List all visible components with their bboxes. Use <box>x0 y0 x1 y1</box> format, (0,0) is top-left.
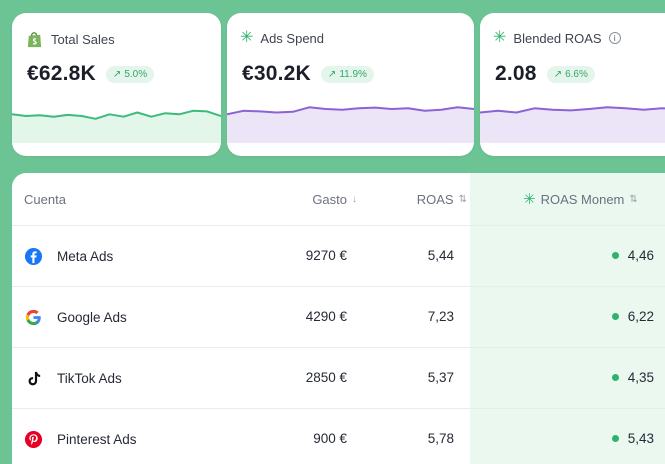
sparkline-line <box>12 109 221 120</box>
roas-value: 5,37 <box>427 370 454 385</box>
account-cell: Google Ads <box>24 308 127 327</box>
delta-badge: ↗ 11.9% <box>320 65 374 83</box>
spend-value: 4290 € <box>305 309 347 324</box>
kpi-label: Ads Spend <box>260 30 325 46</box>
ad-accounts-table: Cuenta Gasto ↓ ROAS ⇅ ✳ ROAS Monem ⇅ Met… <box>12 173 665 464</box>
column-header-spend[interactable]: Gasto ↓ <box>312 192 357 207</box>
account-cell: Meta Ads <box>24 247 113 266</box>
roas-monem-value: 6,22 <box>627 309 654 324</box>
table-row[interactable]: Pinterest Ads 900 € 5,78 5,43 <box>12 409 665 464</box>
sparkline-area <box>480 107 665 143</box>
status-dot <box>611 252 619 259</box>
info-icon[interactable]: i <box>608 32 621 44</box>
facebook-icon <box>24 247 43 266</box>
column-header-account[interactable]: Cuenta <box>24 192 66 207</box>
pinterest-icon <box>24 430 43 449</box>
sort-icon: ⇅ <box>629 194 638 205</box>
table-row[interactable]: TikTok Ads 2850 € 5,37 4,35 <box>12 348 665 409</box>
kpi-label: Total Sales <box>51 32 115 47</box>
account-name: Google Ads <box>57 310 127 325</box>
delta-value: 11.9% <box>339 68 367 80</box>
sparkline-area <box>227 107 474 143</box>
trend-up-icon: ↗ <box>553 68 563 80</box>
table-row[interactable]: Meta Ads 9270 € 5,44 4,46 <box>12 226 665 287</box>
column-header-roas[interactable]: ROAS ⇅ <box>417 192 467 207</box>
trend-up-icon: ↗ <box>112 68 122 80</box>
spend-value: 900 € <box>313 431 347 446</box>
delta-badge: ↗ 6.6% <box>546 65 595 83</box>
trend-up-icon: ↗ <box>327 68 337 80</box>
sparkline-line <box>480 106 665 114</box>
sparkle-icon: ✳ <box>493 29 507 46</box>
column-header-roas-monem[interactable]: ✳ ROAS Monem ⇅ <box>523 192 638 207</box>
tiktok-icon <box>28 371 41 386</box>
roas-monem-cell: 5,43 <box>611 431 654 446</box>
sparkle-icon: ✳ <box>240 29 254 46</box>
sparkline <box>227 106 474 143</box>
sort-desc-icon: ↓ <box>352 194 357 205</box>
table-header: Cuenta Gasto ↓ ROAS ⇅ ✳ ROAS Monem ⇅ <box>12 173 665 226</box>
kpi-value: €30.2K <box>242 62 311 85</box>
table-row[interactable]: Google Ads 4290 € 7,23 6,22 <box>12 287 665 348</box>
sparkline <box>12 109 221 143</box>
sparkline-area <box>12 110 221 143</box>
account-name: Meta Ads <box>57 249 114 264</box>
kpi-value: €62.8K <box>27 62 96 85</box>
kpi-label: Blended ROAS <box>513 30 602 46</box>
column-header-label: Cuenta <box>24 192 66 207</box>
account-cell: Pinterest Ads <box>24 430 137 449</box>
roas-monem-cell: 6,22 <box>611 309 654 324</box>
kpi-card-header: ✳ Blended ROAS i <box>493 30 621 46</box>
roas-monem-value: 5,43 <box>627 431 654 446</box>
spend-value: 2850 € <box>305 370 347 385</box>
roas-monem-cell: 4,35 <box>611 370 654 385</box>
sparkline-line <box>227 106 474 116</box>
roas-value: 7,23 <box>427 309 454 324</box>
roas-monem-value: 4,35 <box>627 370 654 385</box>
delta-badge: ↗ 5.0% <box>105 65 155 83</box>
shopify-bag-icon <box>27 32 42 48</box>
sort-icon: ⇅ <box>458 194 467 205</box>
sparkle-icon: ✳ <box>523 191 536 208</box>
roas-monem-column-highlight <box>470 173 665 464</box>
delta-value: 5.0% <box>124 68 148 80</box>
roas-monem-value: 4,46 <box>627 248 654 263</box>
roas-value: 5,44 <box>427 248 454 263</box>
kpi-card-blended-roas[interactable]: ✳ Blended ROAS i 2.08 ↗ 6.6% <box>480 13 665 156</box>
kpi-card-ads-spend[interactable]: ✳ Ads Spend €30.2K ↗ 11.9% <box>227 13 474 156</box>
kpi-value: 2.08 <box>495 62 537 85</box>
roas-monem-cell: 4,46 <box>611 248 654 263</box>
column-header-label: ROAS Monem <box>540 192 625 207</box>
account-cell: TikTok Ads <box>24 369 122 388</box>
status-dot <box>611 435 619 442</box>
account-name: TikTok Ads <box>57 371 122 386</box>
spend-value: 9270 € <box>305 248 347 263</box>
column-header-label: Gasto <box>312 192 347 207</box>
kpi-card-header: Total Sales <box>25 30 115 49</box>
sparkline <box>480 106 665 143</box>
delta-value: 6.6% <box>565 68 588 80</box>
status-dot <box>611 374 619 381</box>
kpi-card-header: ✳ Ads Spend <box>240 30 324 46</box>
kpi-card-total-sales[interactable]: Total Sales €62.8K ↗ 5.0% <box>12 13 221 156</box>
account-name: Pinterest Ads <box>57 432 137 447</box>
column-header-label: ROAS <box>416 192 454 207</box>
status-dot <box>611 313 619 320</box>
google-icon <box>25 309 41 326</box>
roas-value: 5,78 <box>427 431 454 446</box>
